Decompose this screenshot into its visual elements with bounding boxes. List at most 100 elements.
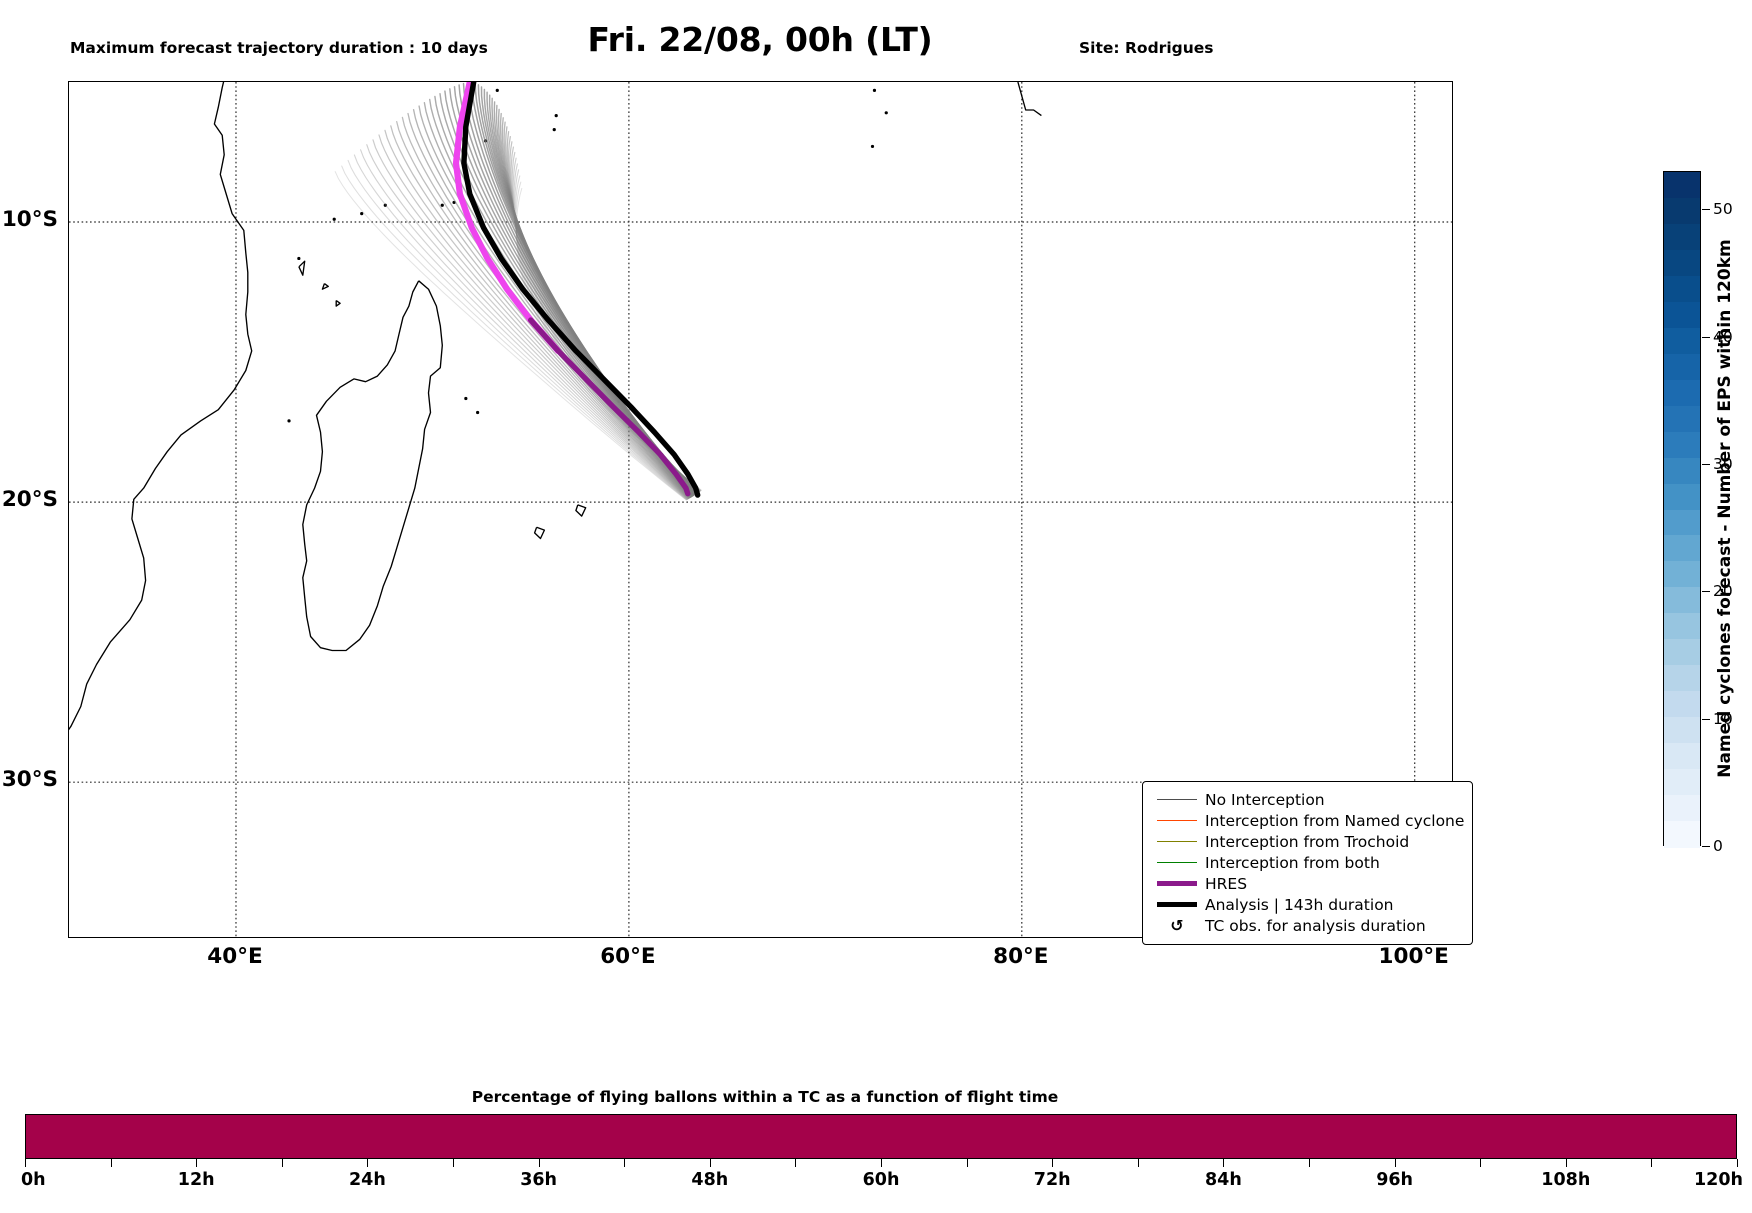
colorbar-tick-label: 20 (1713, 582, 1733, 601)
colorbar-segment (1664, 327, 1700, 355)
percentage-bar-axes[interactable] (25, 1114, 1737, 1159)
colorbar-segment (1664, 301, 1700, 329)
colorbar-segment (1664, 353, 1700, 381)
bottom-bar-tick (196, 1159, 198, 1167)
colorbar-tick-label: 0 (1713, 837, 1723, 855)
colorbar-tick-label: 30 (1713, 454, 1733, 473)
bottom-bar-tick (1394, 1159, 1396, 1167)
bottom-bar-tick (1309, 1159, 1310, 1167)
legend-line-icon (1157, 861, 1197, 864)
cyclone-glyph: ↺ (1170, 915, 1184, 935)
bottom-bar-tick-label-60h: 60h (862, 1170, 900, 1190)
legend-line-swatch-5 (1153, 902, 1201, 907)
colorbar-axis-label: Named cyclones forecast - Number of EPS … (1715, 239, 1735, 778)
colorbar-segment (1664, 509, 1700, 537)
colorbar-container[interactable]: 0 10 20 30 40 50 (1663, 171, 1733, 855)
bottom-bar-tick (624, 1159, 626, 1167)
bottom-bar-tick (367, 1159, 369, 1167)
colorbar-tick (1702, 209, 1710, 211)
map-xtick-label-80e: 80°E (993, 944, 1049, 969)
map-coastlines (69, 82, 1042, 731)
bottom-bar-tick-label-36h: 36h (520, 1170, 557, 1190)
bottom-bar-tick (281, 1159, 283, 1167)
legend-item-3[interactable]: Interception from both (1153, 852, 1462, 873)
legend-line-swatch-2 (1153, 840, 1201, 843)
colorbar-gradient (1663, 171, 1701, 848)
legend-item-label: Interception from both (1205, 853, 1380, 872)
bottom-bar-tick-label-120h: 120h (1694, 1170, 1743, 1190)
colorbar-segment (1664, 561, 1700, 588)
colorbar-segment (1664, 457, 1700, 485)
legend-line-swatch-0 (1153, 798, 1201, 801)
legend-line-icon (1157, 840, 1197, 843)
colorbar-segment (1664, 821, 1700, 848)
bottom-bar-tick (1737, 1159, 1738, 1167)
legend-item-label: TC obs. for analysis duration (1205, 916, 1426, 935)
bottom-bar-tick (966, 1159, 968, 1167)
legend-item-4[interactable]: HRES (1153, 873, 1462, 894)
colorbar-segment (1664, 379, 1700, 407)
header-site: Site: Rodrigues (1079, 39, 1214, 57)
legend-line-swatch-3 (1153, 861, 1201, 864)
legend-item-label: Analysis | 143h duration (1205, 895, 1394, 914)
map-xtick-label-60e: 60°E (600, 944, 656, 969)
legend-item-label: Interception from Named cyclone (1205, 811, 1465, 830)
colorbar-segment (1664, 587, 1700, 614)
bottom-bar-tick (1480, 1159, 1482, 1167)
colorbar-segment (1664, 769, 1700, 796)
legend-item-2[interactable]: Interception from Trochoid (1153, 831, 1462, 852)
bottom-bar-tick-label-96h: 96h (1376, 1170, 1413, 1190)
colorbar-segment (1664, 613, 1700, 640)
header-left-line-1: Maximum forecast trajectory duration : 1… (70, 39, 488, 57)
map-canvas (69, 82, 1452, 937)
bottom-bar-tick-label-12h: 12h (177, 1170, 215, 1190)
colorbar-tick (1702, 846, 1710, 847)
colorbar-segment (1664, 639, 1700, 666)
legend-line-icon (1157, 881, 1197, 886)
bottom-bar-tick (25, 1159, 26, 1167)
bottom-bar-tick-label-24h: 24h (348, 1170, 386, 1190)
legend-item-label: Interception from Trochoid (1205, 832, 1410, 851)
bottom-bar-tick (795, 1159, 797, 1167)
bottom-bar-tick-label-108h: 108h (1541, 1170, 1591, 1190)
colorbar-segment (1664, 172, 1700, 199)
colorbar-tick-label: 10 (1713, 709, 1733, 728)
bottom-bar-tick-label-48h: 48h (691, 1170, 729, 1190)
map-legend[interactable]: No Interception Interception from Named c… (1142, 781, 1473, 945)
bottom-bar-tick-label-84h: 84h (1204, 1170, 1242, 1190)
colorbar-segment (1664, 197, 1700, 225)
colorbar-segment (1664, 275, 1700, 303)
legend-item-label: HRES (1205, 874, 1248, 893)
colorbar-segment (1664, 665, 1700, 692)
map-island-dots (287, 88, 888, 496)
bottom-bar-tick (709, 1159, 711, 1167)
colorbar-segment (1664, 717, 1700, 744)
colorbar-segment (1664, 223, 1700, 251)
colorbar-segment (1664, 691, 1700, 718)
colorbar-tick-label: 40 (1713, 327, 1733, 346)
legend-item-6[interactable]: ↺ TC obs. for analysis duration (1153, 915, 1462, 936)
legend-item-0[interactable]: No Interception (1153, 789, 1462, 810)
bottom-bar-tick (1052, 1159, 1054, 1167)
bottom-bar-tick (881, 1159, 882, 1167)
colorbar-segment (1664, 483, 1700, 511)
legend-item-1[interactable]: Interception from Named cyclone (1153, 810, 1465, 831)
bottom-bar-tick (453, 1159, 454, 1167)
map-xtick-label-100e: 100°E (1378, 944, 1449, 969)
bottom-bar-tick (1565, 1159, 1567, 1167)
map-ytick-label-20s: 20°S (1, 487, 58, 513)
colorbar-segment (1664, 535, 1700, 562)
legend-line-swatch-4 (1153, 881, 1201, 886)
legend-line-icon (1157, 819, 1197, 822)
highlight-trajectories (452, 82, 701, 498)
legend-item-5[interactable]: Analysis | 143h duration (1153, 894, 1462, 915)
bottom-bar-tick (1651, 1159, 1653, 1167)
legend-item-label: No Interception (1205, 790, 1325, 809)
percentage-bar-fill (26, 1115, 1736, 1158)
colorbar-segment (1664, 743, 1700, 770)
colorbar-tick (1702, 336, 1710, 338)
colorbar-tick (1702, 591, 1710, 593)
bottom-bar-tick (1137, 1159, 1139, 1167)
bottom-bar-title: Percentage of flying ballons within a TC… (471, 1088, 1059, 1106)
map-xtick-label-40e: 40°E (207, 944, 263, 969)
